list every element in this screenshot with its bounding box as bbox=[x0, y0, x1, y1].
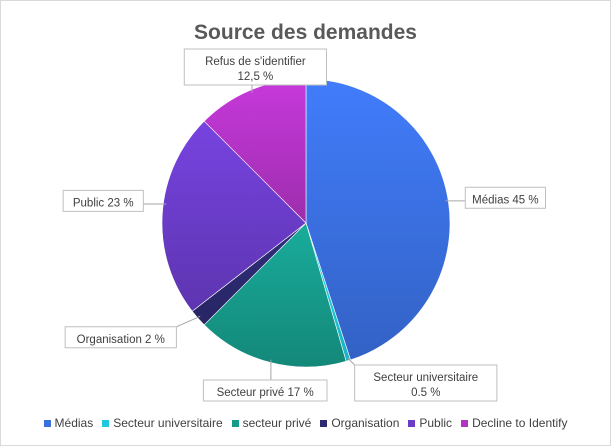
data-label-medias: Médias 45 % bbox=[472, 194, 538, 206]
legend: Médias Secteur universitaire secteur privé… bbox=[1, 416, 610, 430]
data-label-box-secteur-universitaire bbox=[354, 364, 498, 402]
data-label-public: Public 23 % bbox=[73, 197, 134, 209]
data-label-box-organisation bbox=[64, 326, 177, 349]
legend-item-medias: Médias bbox=[43, 416, 94, 430]
pie-slice-secteur-prive bbox=[203, 222, 347, 368]
legend-label-secteur-universitaire: Secteur universitaire bbox=[113, 416, 223, 430]
legend-label-secteur-prive: secteur privé bbox=[242, 416, 312, 430]
legend-item-organisation: Organisation bbox=[320, 416, 399, 430]
leader-line-secteur-universitaire bbox=[347, 357, 356, 366]
legend-item-secteur-universitaire: Secteur universitaire bbox=[102, 416, 223, 430]
data-label-secteur-prive: Secteur privé 17 % bbox=[217, 387, 314, 399]
legend-swatch-public bbox=[408, 419, 416, 427]
legend-swatch-decline-to-identify bbox=[461, 419, 469, 427]
legend-item-public: Public bbox=[408, 416, 452, 430]
data-label-decline-to-identify: Refus de s'identifier bbox=[205, 56, 306, 68]
legend-swatch-medias bbox=[43, 419, 51, 427]
data-label-organisation: Organisation 2 % bbox=[77, 334, 165, 346]
data-label-box-decline-to-identify bbox=[183, 48, 327, 86]
data-label-decline-to-identify: 12,5 % bbox=[237, 71, 273, 83]
legend-label-decline-to-identify: Decline to Identify bbox=[472, 416, 568, 430]
legend-item-secteur-prive: secteur privé bbox=[231, 416, 312, 430]
legend-label-public: Public bbox=[419, 416, 453, 430]
data-label-box-secteur-prive bbox=[202, 379, 328, 402]
legend-label-organisation: Organisation bbox=[331, 416, 400, 430]
data-label-box-public bbox=[62, 189, 144, 212]
chart-title: Source des demandes bbox=[194, 21, 417, 44]
legend-item-decline-to-identify: Decline to Identify bbox=[461, 416, 567, 430]
legend-label-medias: Médias bbox=[54, 416, 94, 430]
data-label-box-medias bbox=[464, 186, 546, 209]
legend-swatch-secteur-prive bbox=[231, 419, 239, 427]
leader-line-organisation bbox=[176, 315, 201, 328]
pie-slice-public bbox=[161, 120, 307, 312]
legend-swatch-secteur-universitaire bbox=[102, 419, 110, 427]
data-label-secteur-universitaire: 0.5 % bbox=[411, 387, 440, 399]
data-label-secteur-universitaire: Secteur universitaire bbox=[373, 372, 478, 384]
legend-swatch-organisation bbox=[320, 419, 328, 427]
